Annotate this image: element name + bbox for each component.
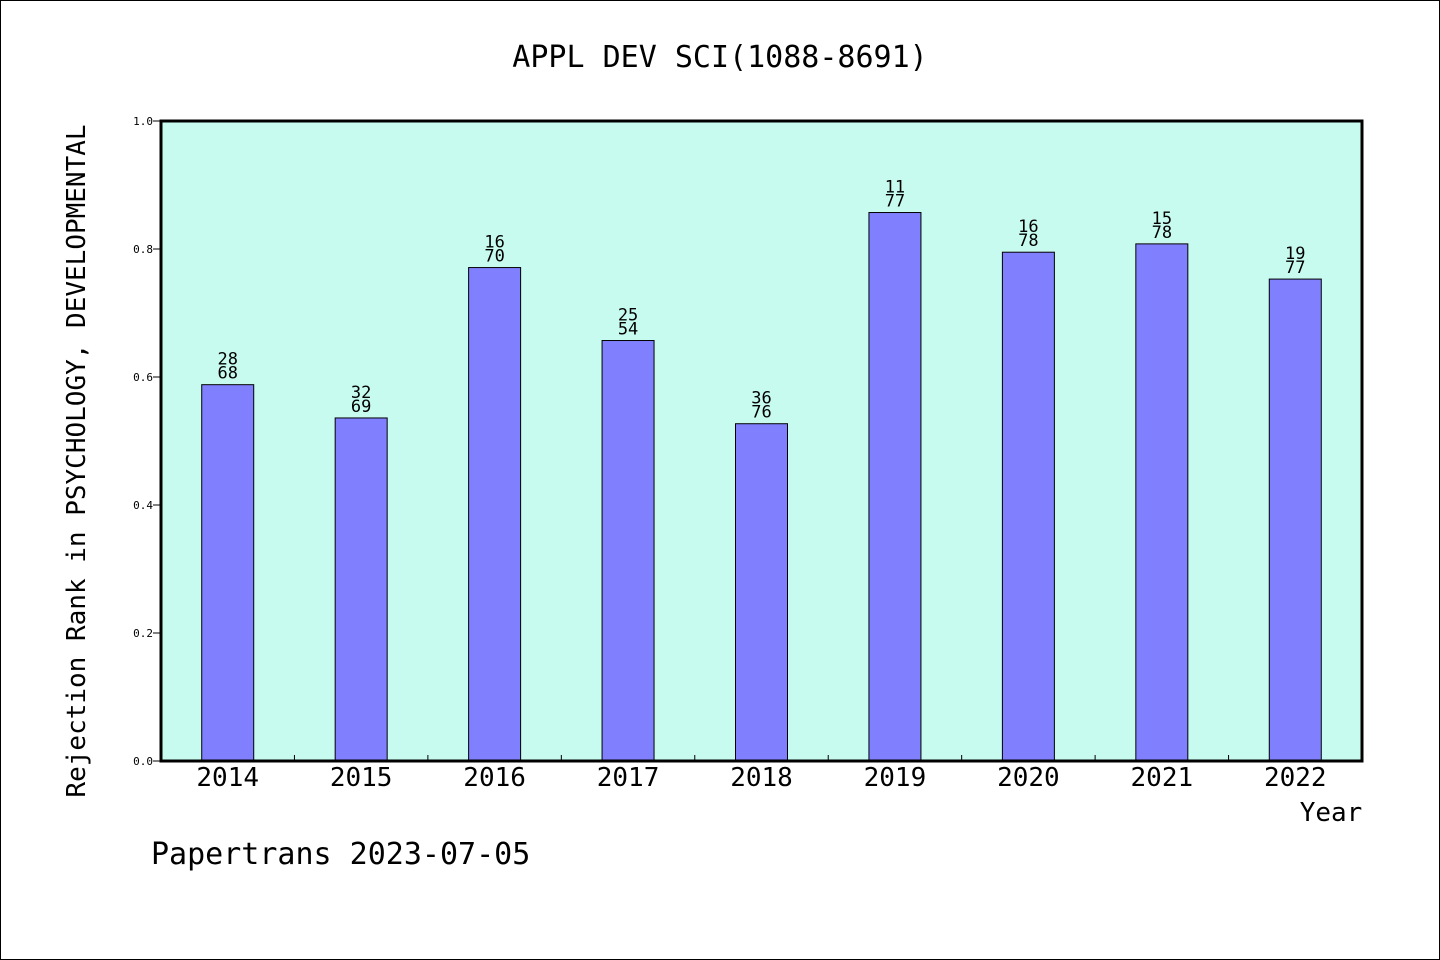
x-tick-label: 2019 [864,763,927,793]
plot-frame [159,119,1364,763]
bar-label-bottom: 77 [885,192,905,212]
bar-label-bottom: 78 [1018,231,1038,251]
bar-label-bottom: 78 [1152,223,1172,243]
bar-label-bottom: 70 [484,247,504,267]
x-tick-label: 2018 [730,763,793,793]
y-tick-label: 0.6 [133,371,153,384]
x-tick-label: 2021 [1131,763,1194,793]
x-axis-label: Year [1300,798,1363,828]
y-axis: 0.0 0.2 0.4 0.6 0.8 1.0 [133,115,161,768]
bar-label-top: 15 [1152,209,1172,229]
bar-label-bottom: 68 [217,364,237,384]
x-tick-label: 2020 [997,763,1060,793]
bar-2017 [601,340,655,762]
x-tick-label: 2017 [597,763,660,793]
bar-label-bottom: 69 [351,397,371,417]
bar-label-top: 25 [618,306,638,326]
bar-2021 [1135,243,1189,762]
bar-label-bottom: 76 [751,403,771,423]
x-tick-label: 2015 [330,763,393,793]
bar-2020 [1001,251,1055,762]
y-axis-label: Rejection Rank in PSYCHOLOGY, DEVELOPMEN… [62,124,92,797]
y-tick-label: 0.8 [133,243,153,256]
y-tick-label: 1.0 [133,115,153,128]
bar-label-top: 28 [217,350,237,370]
bar-label-top: 36 [751,389,771,409]
footer-text: Papertrans 2023-07-05 [151,837,530,872]
y-tick-label: 0.0 [133,755,153,768]
bar-2018 [735,423,788,762]
x-tick-label: 2014 [196,763,259,793]
bar-label-top: 32 [351,383,371,403]
x-axis: 2014 2015 2016 2017 2018 2019 2020 2021 2022 [196,755,1327,793]
bar-label-top: 19 [1285,244,1305,264]
bars [201,212,1322,762]
bar-label-top: 16 [484,233,504,253]
chart-title: APPL DEV SCI(1088-8691) [512,40,927,75]
y-tick-label: 0.2 [133,627,153,640]
bar-2014 [201,384,255,762]
bar-2019 [868,212,922,762]
bar-label-bottom: 54 [618,320,638,340]
bar-2022 [1268,278,1322,762]
y-tick-label: 0.4 [133,499,153,512]
bar-label-bottom: 77 [1285,258,1305,278]
x-tick-label: 2022 [1264,763,1327,793]
bar-label-top: 16 [1018,217,1038,237]
bar-label-top: 11 [885,178,905,198]
bar-2016 [468,267,522,762]
bar-2015 [334,417,388,762]
x-tick-label: 2016 [463,763,526,793]
